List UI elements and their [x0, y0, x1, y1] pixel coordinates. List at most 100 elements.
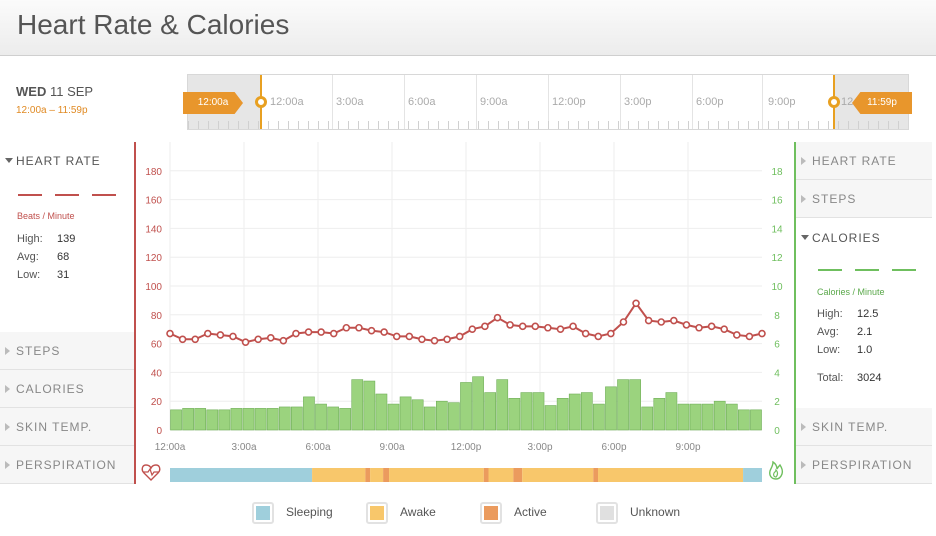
- legend-swatch: [480, 502, 502, 524]
- heart-rate-tick-label: 20: [151, 397, 163, 408]
- stat-value: 2.1: [857, 326, 873, 338]
- timeline-label: 12:00p: [552, 96, 586, 108]
- heart-rate-point: [733, 331, 741, 339]
- time-tick-label: 12:00a: [155, 442, 186, 453]
- heart-rate-point: [455, 332, 464, 341]
- heart-rate-point: [644, 316, 653, 325]
- right-item-steps[interactable]: STEPS: [796, 180, 932, 218]
- calorie-bar: [738, 409, 750, 431]
- heart-rate-tick-label: 180: [145, 167, 162, 178]
- calorie-bar: [327, 406, 339, 431]
- timeline-start-handle[interactable]: [255, 96, 267, 108]
- heart-rate-point: [304, 328, 313, 336]
- heart-rate-icon-pulse: [143, 467, 159, 477]
- heart-rate-line: [166, 299, 766, 346]
- calorie-bar: [629, 379, 641, 431]
- left-item-calories[interactable]: CALORIES: [0, 370, 134, 408]
- calories-tick-label: 14: [771, 224, 783, 235]
- heart-rate-point: [556, 325, 565, 333]
- calorie-bar: [665, 392, 678, 431]
- time-tick-label: 6:00p: [601, 442, 626, 453]
- timeline-divider: [620, 75, 621, 129]
- heart-rate-point: [203, 329, 212, 338]
- activity-segment-awake: [522, 468, 594, 482]
- date-day: 11 SEP: [49, 84, 94, 99]
- heart-rate-point: [418, 335, 426, 344]
- calorie-bar: [556, 398, 569, 431]
- stat-label: High:: [817, 308, 843, 320]
- stat-label: Avg:: [17, 251, 39, 263]
- time-range-slider[interactable]: 12:00a 3:00a 6:00a 9:00a 12:00p 3:00p 6:…: [187, 74, 909, 130]
- activity-segment-active: [365, 468, 371, 482]
- stat-value: 31: [57, 269, 70, 281]
- heart-rate-point: [317, 328, 325, 336]
- calorie-bar: [387, 403, 400, 431]
- heart-rate-point: [329, 329, 338, 338]
- calorie-bar: [605, 386, 617, 431]
- legend-label: Unknown: [630, 505, 681, 519]
- legend-swatch: [252, 502, 274, 524]
- calorie-bar: [291, 406, 303, 431]
- heart-rate-point: [720, 325, 729, 333]
- left-item-steps[interactable]: STEPS: [0, 332, 134, 370]
- calorie-bar: [351, 379, 364, 431]
- start-time-tag[interactable]: 12:00a: [183, 92, 243, 114]
- right-item-perspiration[interactable]: PERSPIRATION: [796, 446, 932, 484]
- calories-tick-label: 10: [771, 282, 783, 293]
- timeline-divider: [404, 75, 405, 129]
- calorie-bar: [182, 408, 194, 431]
- heart-rate-tick-label: 60: [151, 340, 163, 351]
- flame-icon: [769, 460, 784, 480]
- heart-rate-point: [392, 332, 401, 341]
- heart-rate-point: [254, 335, 262, 344]
- legend-swatch: [596, 502, 618, 524]
- total-label: Total:: [817, 372, 844, 384]
- activity-legend: Sleeping Awake Active Unknown: [0, 494, 936, 530]
- calorie-bars: [170, 376, 762, 431]
- timeline-end-handle[interactable]: [828, 96, 840, 108]
- heart-rate-axis: 0 20 40 60 80 100 120 140 160 180: [145, 167, 162, 437]
- heart-rate-point: [695, 323, 703, 332]
- calorie-bar: [568, 393, 581, 431]
- heart-rate-point: [518, 322, 527, 331]
- stat-label: Low:: [17, 269, 41, 281]
- calorie-bar: [713, 400, 726, 431]
- flame-icon-shape: [769, 460, 784, 480]
- timeline-label: 9:00a: [480, 96, 508, 108]
- heart-rate-point: [506, 321, 514, 329]
- right-active-metric[interactable]: CALORIES Calories / Minute High: 12.5 Av…: [796, 219, 932, 407]
- activity-segment-active: [513, 468, 523, 482]
- right-item-heart-rate[interactable]: HEART RATE: [796, 142, 932, 180]
- left-item-perspiration[interactable]: PERSPIRATION: [0, 446, 134, 484]
- heart-rate-point: [481, 322, 489, 331]
- page-header: Heart Rate & Calories: [0, 0, 936, 56]
- heart-rate-tick-label: 100: [145, 282, 162, 293]
- activity-segment-active: [593, 468, 599, 482]
- stat-label: High:: [17, 233, 43, 245]
- heart-rate-point: [216, 331, 225, 339]
- calorie-bar: [242, 408, 255, 431]
- timeline-ruler: [188, 121, 908, 129]
- end-time-tag[interactable]: 11:59p: [852, 92, 912, 114]
- legend-dash: [55, 194, 79, 196]
- calorie-bar: [532, 392, 545, 431]
- calorie-bar: [484, 392, 497, 431]
- time-range: 12:00a – 11:59p: [16, 105, 88, 116]
- calorie-bar: [411, 399, 424, 431]
- time-tick-label: 6:00a: [305, 442, 330, 453]
- calorie-bar: [194, 408, 207, 431]
- calories-unit: Calories / Minute: [817, 287, 885, 297]
- activity-segment-awake: [370, 468, 384, 482]
- chart-area: 0 20 40 60 80 100 120 140 160 180 0 2 4 6 8 10 12 14 16 18…: [134, 142, 796, 484]
- calorie-bar: [641, 406, 654, 431]
- stat-value: 12.5: [857, 308, 879, 320]
- left-active-metric[interactable]: HEART RATE Beats / Minute High: 139 Avg:…: [0, 142, 134, 332]
- calorie-bar: [254, 408, 267, 431]
- left-item-skin-temp[interactable]: SKIN TEMP.: [0, 408, 134, 446]
- heart-rate-point: [707, 322, 716, 331]
- calorie-bar: [580, 392, 593, 431]
- right-item-skin-temp[interactable]: SKIN TEMP.: [796, 408, 932, 446]
- left-active-title: HEART RATE: [5, 142, 134, 180]
- calories-tick-label: 8: [774, 311, 780, 322]
- heart-rate-point: [342, 323, 351, 332]
